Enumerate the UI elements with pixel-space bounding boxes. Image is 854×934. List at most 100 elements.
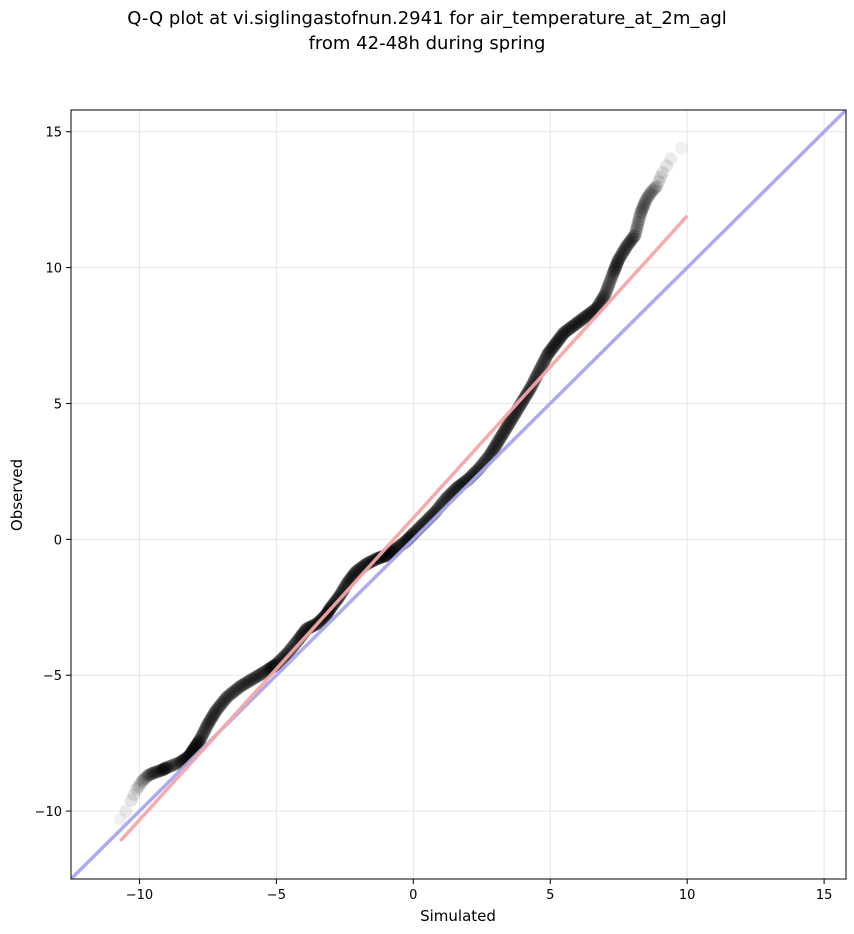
quantile-point — [610, 257, 624, 271]
quantile-point — [218, 693, 232, 707]
quantile-point — [620, 239, 634, 253]
quantile-point — [232, 680, 246, 694]
quantile-point — [636, 199, 650, 213]
quantile-point — [541, 346, 555, 360]
quantile-point — [223, 688, 237, 702]
quantile-point — [554, 330, 568, 344]
quantile-point — [192, 735, 206, 749]
quantile-point — [237, 677, 251, 691]
quantile-point — [556, 327, 570, 341]
quantile-point — [570, 316, 584, 330]
quantile-point — [199, 720, 213, 734]
quantile-point — [276, 651, 290, 665]
quantile-point — [562, 322, 576, 336]
quantile-point — [541, 348, 555, 362]
quantile-point — [610, 258, 624, 272]
x-tick-label: 15 — [816, 888, 833, 903]
quantile-point — [624, 233, 638, 247]
quantile-point — [645, 185, 659, 199]
x-tick-label: 5 — [546, 888, 554, 903]
quantile-point — [497, 425, 511, 439]
quantile-point — [252, 668, 266, 682]
quantile-point — [616, 245, 630, 259]
quantile-point — [548, 338, 562, 352]
quantile-point — [201, 717, 215, 731]
quantile-point — [573, 314, 587, 328]
quantile-point — [549, 337, 563, 351]
quantile-point — [206, 709, 220, 723]
y-tick-label: 15 — [45, 126, 62, 141]
quantile-point — [571, 315, 585, 329]
quantile-point — [554, 329, 568, 343]
quantile-point — [498, 424, 512, 438]
quantile-point — [621, 238, 635, 252]
quantile-point — [647, 182, 661, 196]
quantile-point — [637, 197, 651, 211]
quantile-point — [607, 263, 621, 277]
quantile-point — [576, 312, 590, 326]
quantile-point — [569, 317, 583, 331]
quantile-point — [630, 219, 644, 233]
quantile-point — [138, 771, 152, 785]
quantile-point — [595, 293, 609, 307]
quantile-point — [150, 765, 164, 779]
x-tick-label: −10 — [126, 888, 153, 903]
quantile-point — [249, 670, 263, 684]
quantile-point — [485, 445, 499, 459]
quantile-point — [536, 356, 550, 370]
quantile-point — [499, 422, 513, 436]
quantile-point — [145, 767, 159, 781]
chart-title: Q-Q plot at vi.siglingastofnun.2941 for … — [0, 6, 854, 56]
quantile-point — [574, 313, 588, 327]
quantile-point — [254, 667, 268, 681]
quantile-point — [196, 727, 210, 741]
quantile-point — [198, 724, 212, 738]
quantile-point — [277, 650, 291, 664]
quantile-point — [243, 673, 257, 687]
quantile-point — [494, 429, 508, 443]
quantile-point — [275, 652, 289, 666]
quantile-point — [654, 170, 668, 184]
quantile-point — [191, 737, 205, 751]
quantile-point — [650, 179, 664, 193]
quantile-point — [363, 555, 377, 569]
quantile-point — [486, 443, 500, 457]
quantile-point — [606, 266, 620, 280]
quantile-point — [224, 687, 238, 701]
quantile-point — [305, 619, 319, 633]
quantile-point — [601, 279, 615, 293]
quantile-point — [555, 328, 569, 342]
quantile-point — [583, 306, 597, 320]
quantile-point — [640, 191, 654, 205]
quantile-point — [246, 672, 260, 686]
quantile-point — [635, 204, 649, 218]
quantile-point — [646, 183, 660, 197]
quantile-point — [142, 768, 156, 782]
plot-frame — [70, 109, 847, 880]
quantile-point — [607, 265, 621, 279]
quantile-point — [207, 708, 221, 722]
quantile-point — [603, 275, 617, 289]
quantile-point — [215, 697, 229, 711]
quantile-point — [516, 394, 530, 408]
y-tick-label: 0 — [54, 533, 62, 548]
quantile-point — [212, 699, 226, 713]
quantile-point — [189, 738, 203, 752]
quantile-points — [113, 141, 689, 826]
quantile-point — [158, 762, 172, 776]
quantile-point — [578, 310, 592, 324]
quantile-point — [172, 756, 186, 770]
chart-title-line-1: Q-Q plot at vi.siglingastofnun.2941 for … — [127, 8, 727, 29]
quantile-point — [550, 336, 564, 350]
quantile-point — [227, 685, 241, 699]
x-tick-label: 10 — [679, 888, 696, 903]
quantile-point — [635, 202, 649, 216]
quantile-point — [154, 763, 168, 777]
quantile-point — [170, 757, 184, 771]
quantile-point — [202, 716, 216, 730]
quantile-point — [284, 642, 298, 656]
quantile-point — [566, 319, 580, 333]
quantile-point — [500, 420, 514, 434]
quantile-point — [634, 206, 648, 220]
